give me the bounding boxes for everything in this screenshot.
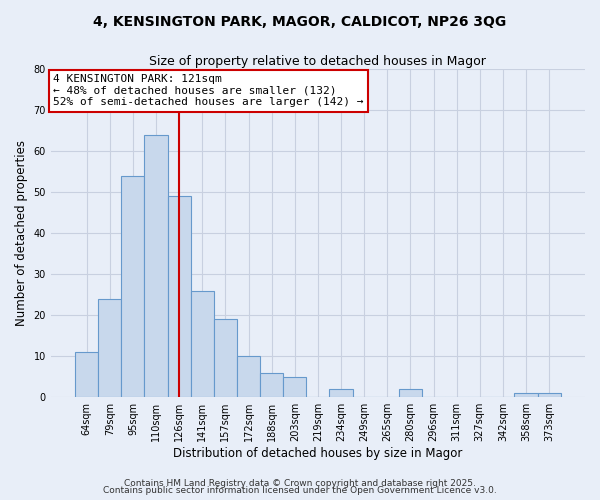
Bar xyxy=(538,393,561,397)
Y-axis label: Number of detached properties: Number of detached properties xyxy=(15,140,28,326)
Text: 4 KENSINGTON PARK: 121sqm
← 48% of detached houses are smaller (132)
52% of semi: 4 KENSINGTON PARK: 121sqm ← 48% of detac… xyxy=(53,74,364,108)
Bar xyxy=(514,393,538,397)
Bar xyxy=(283,376,307,397)
Bar xyxy=(167,196,191,397)
Bar xyxy=(121,176,145,397)
Bar xyxy=(399,389,422,397)
Bar xyxy=(75,352,98,397)
Bar xyxy=(329,389,353,397)
Bar xyxy=(98,299,121,397)
Bar xyxy=(191,290,214,397)
Title: Size of property relative to detached houses in Magor: Size of property relative to detached ho… xyxy=(149,55,487,68)
X-axis label: Distribution of detached houses by size in Magor: Distribution of detached houses by size … xyxy=(173,447,463,460)
Bar xyxy=(145,135,167,397)
Bar xyxy=(260,372,283,397)
Bar xyxy=(214,320,237,397)
Bar xyxy=(237,356,260,397)
Text: Contains HM Land Registry data © Crown copyright and database right 2025.: Contains HM Land Registry data © Crown c… xyxy=(124,478,476,488)
Text: Contains public sector information licensed under the Open Government Licence v3: Contains public sector information licen… xyxy=(103,486,497,495)
Text: 4, KENSINGTON PARK, MAGOR, CALDICOT, NP26 3QG: 4, KENSINGTON PARK, MAGOR, CALDICOT, NP2… xyxy=(94,15,506,29)
